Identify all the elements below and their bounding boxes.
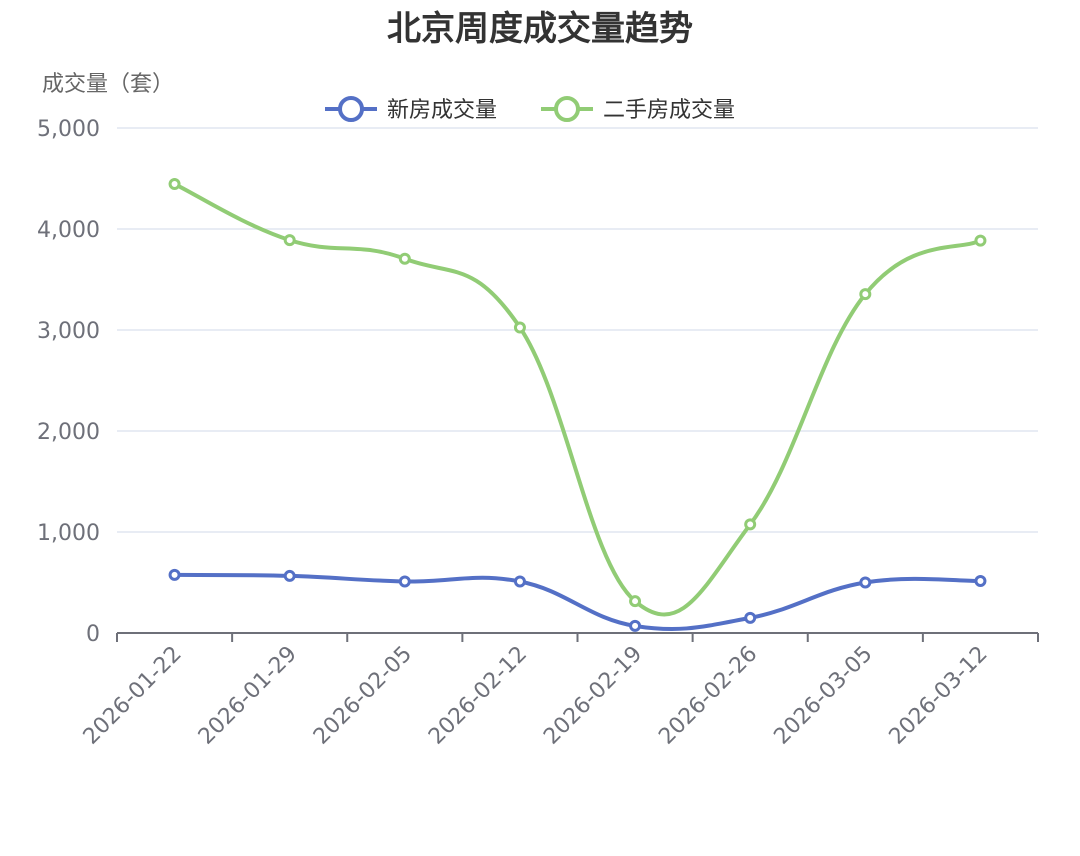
y-tick-label: 3,000 (37, 319, 100, 344)
legend-marker-icon (554, 96, 580, 122)
x-tick-label: 2026-03-05 (769, 642, 877, 750)
legend[interactable]: 新房成交量 二手房成交量 (325, 96, 735, 123)
legend-label: 二手房成交量 (603, 98, 735, 123)
grid-lines (117, 127, 1038, 533)
data-point[interactable] (398, 252, 411, 265)
series-line (173, 182, 982, 617)
data-point[interactable] (629, 595, 642, 608)
data-point[interactable] (744, 611, 757, 624)
y-tick-label: 0 (86, 622, 100, 647)
series-1 (168, 568, 987, 632)
x-tick-label: 2026-01-22 (79, 642, 187, 750)
data-point[interactable] (168, 568, 181, 581)
data-point[interactable] (744, 518, 757, 531)
x-tick-label: 2026-02-05 (309, 642, 417, 750)
data-point[interactable] (168, 178, 181, 191)
data-point[interactable] (398, 575, 411, 588)
x-tick-label: 2026-02-19 (539, 642, 647, 750)
y-tick-label: 4,000 (37, 218, 100, 243)
legend-item[interactable]: 新房成交量 (325, 96, 497, 123)
x-tick-label: 2026-03-12 (885, 642, 993, 750)
data-point[interactable] (283, 569, 296, 582)
y-tick-label: 2,000 (37, 420, 100, 445)
x-tick-label: 2026-02-12 (424, 642, 532, 750)
series-line (174, 572, 981, 632)
data-point[interactable] (974, 234, 987, 247)
chart-title: 北京周度成交量趋势 (387, 9, 693, 49)
data-point[interactable] (629, 619, 642, 632)
legend-item[interactable]: 二手房成交量 (541, 96, 735, 123)
data-point[interactable] (513, 321, 526, 334)
series-lines (168, 178, 987, 632)
y-tick-label: 5,000 (37, 117, 100, 142)
data-point[interactable] (859, 288, 872, 301)
x-tick-label: 2026-01-29 (194, 642, 302, 750)
legend-marker-icon (338, 96, 364, 122)
x-tick-label: 2026-02-26 (654, 642, 762, 750)
data-point[interactable] (974, 574, 987, 587)
data-point[interactable] (859, 576, 872, 589)
series-2 (168, 178, 987, 617)
y-axis-label: 成交量（套） (42, 72, 174, 97)
legend-label: 新房成交量 (387, 98, 497, 123)
y-tick-label: 1,000 (37, 521, 100, 546)
data-point[interactable] (513, 575, 526, 588)
data-point[interactable] (283, 234, 296, 247)
